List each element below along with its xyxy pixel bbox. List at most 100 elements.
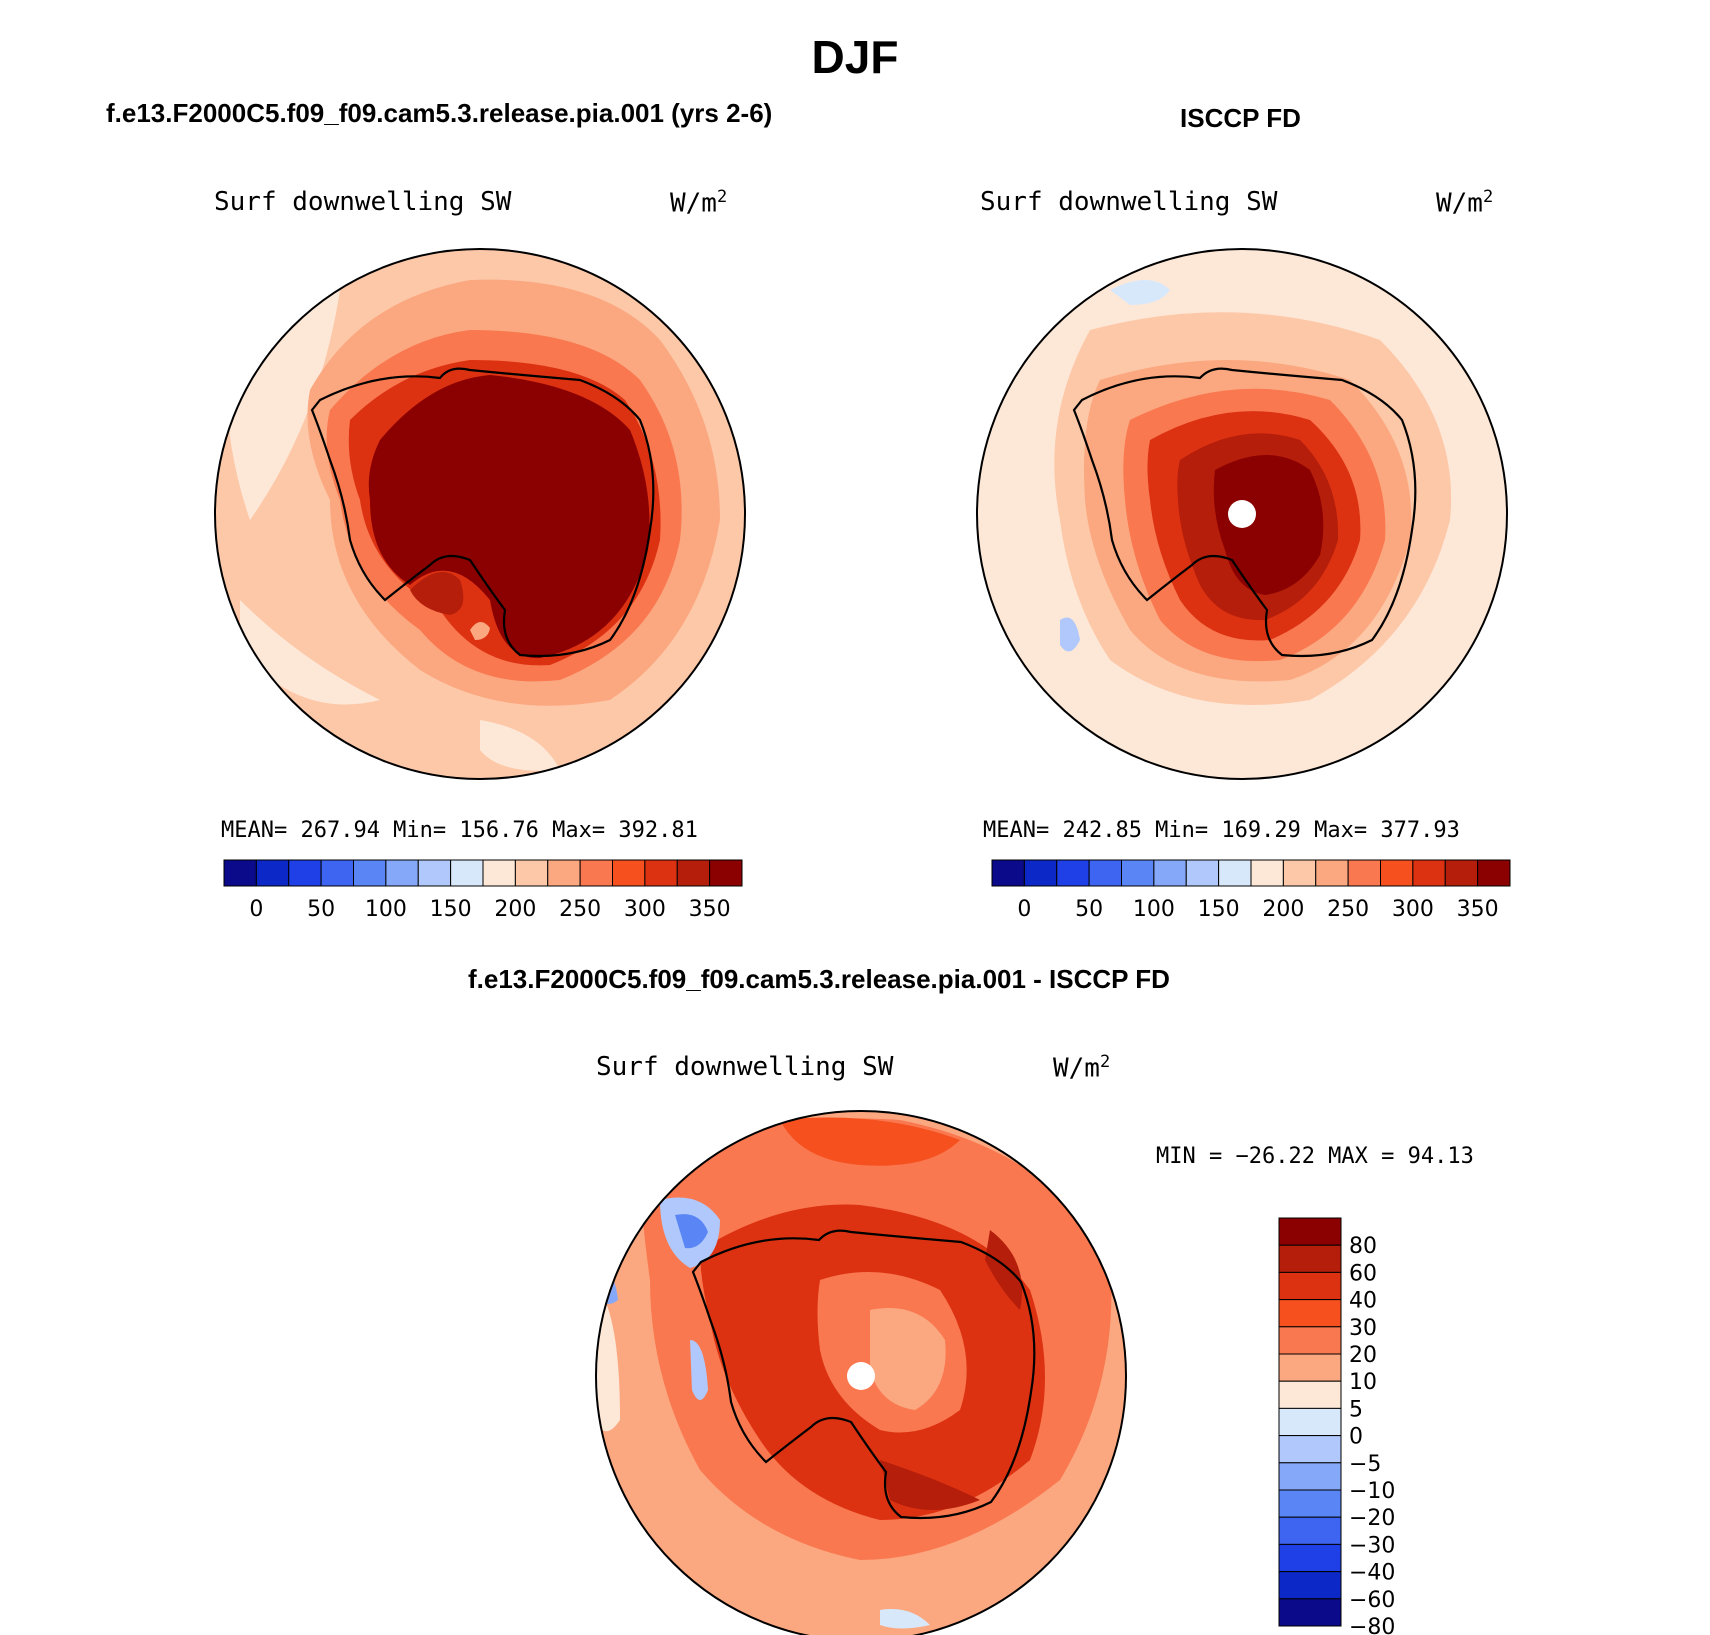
model-colorbar-swatch bbox=[644, 859, 678, 887]
obs-colorbar-swatch bbox=[1315, 859, 1349, 887]
diff-stats: MIN = −26.22 MAX = 94.13 bbox=[1156, 1144, 1474, 1169]
model-colorbar-swatch bbox=[482, 859, 516, 887]
diff-variable-label: Surf downwelling SW bbox=[596, 1052, 894, 1082]
obs-colorbar-swatch bbox=[1477, 859, 1511, 887]
model-colorbar-tick-label: 50 bbox=[307, 897, 335, 922]
obs-map-boundary bbox=[976, 248, 1508, 780]
obs-colorbar-swatch bbox=[1023, 859, 1058, 887]
model-map-boundary bbox=[214, 248, 746, 780]
diff-coastline bbox=[691, 1229, 1036, 1520]
model-colorbar: 0 50 100 150 200 250 300 350 bbox=[223, 859, 743, 922]
model-colorbar-swatch bbox=[547, 859, 581, 887]
obs-colorbar-swatch bbox=[1250, 859, 1284, 887]
model-colorbar-swatch bbox=[450, 859, 484, 887]
model-colorbar-swatch bbox=[612, 859, 646, 887]
diff-colorbar-swatch bbox=[1278, 1543, 1342, 1573]
diff-colorbar-tick-label: 60 bbox=[1349, 1261, 1377, 1286]
obs-colorbar-swatch bbox=[1121, 859, 1155, 887]
obs-colorbar-swatch bbox=[991, 859, 1025, 887]
model-colorbar-tick-label: 200 bbox=[494, 897, 536, 922]
diff-colorbar-tick-label: −30 bbox=[1349, 1533, 1395, 1558]
obs-colorbar-tick-label: 350 bbox=[1457, 897, 1499, 922]
diff-colorbar-swatch bbox=[1278, 1407, 1342, 1437]
diff-colorbar-tick-label: −40 bbox=[1349, 1561, 1395, 1586]
model-units-label: W/m2 bbox=[670, 187, 728, 219]
obs-colorbar-swatch bbox=[1088, 859, 1122, 887]
obs-pole-hole bbox=[1228, 500, 1256, 528]
model-stats: MEAN= 267.94 Min= 156.76 Max= 392.81 bbox=[221, 818, 698, 843]
obs-colorbar-tick-label: 0 bbox=[1017, 897, 1031, 922]
diff-colorbar-tick-label: −80 bbox=[1349, 1615, 1395, 1635]
diff-colorbar-tick-label: 30 bbox=[1349, 1316, 1377, 1341]
diff-colorbar-swatch bbox=[1278, 1435, 1342, 1464]
model-colorbar-tick-label: 0 bbox=[249, 897, 263, 922]
obs-colorbar: 0 50 100 150 200 250 300 350 bbox=[991, 859, 1511, 922]
model-variable-label: Surf downwelling SW bbox=[214, 187, 512, 217]
diff-colorbar-swatch bbox=[1278, 1217, 1342, 1246]
model-map bbox=[215, 249, 745, 779]
model-case-title: f.e13.F2000C5.f09_f09.cam5.3.release.pia… bbox=[106, 98, 773, 128]
diff-pole-hole bbox=[847, 1362, 875, 1390]
diff-colorbar-swatch bbox=[1278, 1380, 1342, 1409]
diff-colorbar-swatch bbox=[1278, 1489, 1342, 1518]
obs-colorbar-tick-label: 100 bbox=[1133, 897, 1175, 922]
obs-colorbar-swatch bbox=[1185, 859, 1220, 887]
obs-colorbar-swatch bbox=[1153, 859, 1187, 887]
model-colorbar-swatch bbox=[579, 859, 613, 887]
obs-colorbar-swatch bbox=[1282, 859, 1317, 887]
diff-colorbar-swatch bbox=[1278, 1299, 1342, 1328]
diff-map-boundary bbox=[595, 1110, 1127, 1635]
diff-colorbar-tick-label: 10 bbox=[1349, 1370, 1377, 1395]
diff-colorbar-swatch bbox=[1278, 1516, 1342, 1545]
obs-coastline bbox=[1072, 367, 1417, 658]
obs-stats: MEAN= 242.85 Min= 169.29 Max= 377.93 bbox=[983, 818, 1460, 843]
diff-units-label: W/m2 bbox=[1053, 1052, 1111, 1084]
diff-colorbar-swatch bbox=[1278, 1326, 1342, 1355]
obs-units-label: W/m2 bbox=[1436, 187, 1494, 219]
model-coastline bbox=[310, 367, 655, 658]
diff-colorbar-swatch bbox=[1278, 1571, 1342, 1600]
diff-colorbar-swatch bbox=[1278, 1598, 1342, 1627]
obs-case-title: ISCCP FD bbox=[1180, 103, 1301, 133]
obs-colorbar-tick-label: 150 bbox=[1198, 897, 1240, 922]
model-colorbar-tick-label: 300 bbox=[624, 897, 666, 922]
obs-colorbar-tick-label: 50 bbox=[1075, 897, 1103, 922]
model-colorbar-tick-label: 250 bbox=[559, 897, 601, 922]
diff-colorbar-tick-label: 40 bbox=[1349, 1289, 1377, 1314]
diff-colorbar-tick-label: −20 bbox=[1349, 1506, 1395, 1531]
obs-variable-label: Surf downwelling SW bbox=[980, 187, 1278, 217]
obs-colorbar-swatch bbox=[1347, 859, 1381, 887]
model-colorbar-swatch bbox=[353, 859, 387, 887]
diff-case-title: f.e13.F2000C5.f09_f09.cam5.3.release.pia… bbox=[468, 964, 1170, 994]
model-colorbar-tick-label: 350 bbox=[689, 897, 731, 922]
obs-colorbar-tick-label: 300 bbox=[1392, 897, 1434, 922]
model-colorbar-tick-label: 100 bbox=[365, 897, 407, 922]
diff-colorbar-tick-label: 20 bbox=[1349, 1343, 1377, 1368]
obs-colorbar-swatch bbox=[1218, 859, 1252, 887]
figure-title: DJF bbox=[811, 31, 899, 83]
obs-colorbar-tick-label: 200 bbox=[1262, 897, 1304, 922]
model-colorbar-swatch bbox=[417, 859, 452, 887]
diff-colorbar-tick-label: −60 bbox=[1349, 1588, 1395, 1613]
diff-colorbar-swatch bbox=[1278, 1353, 1342, 1382]
model-colorbar-swatch bbox=[709, 859, 743, 887]
obs-colorbar-tick-label: 250 bbox=[1327, 897, 1369, 922]
obs-colorbar-swatch bbox=[1444, 859, 1479, 887]
model-colorbar-swatch bbox=[514, 859, 549, 887]
diff-colorbar-tick-label: −5 bbox=[1349, 1452, 1381, 1477]
model-colorbar-tick-label: 150 bbox=[430, 897, 472, 922]
model-colorbar-swatch bbox=[676, 859, 711, 887]
model-colorbar-swatch bbox=[223, 859, 257, 887]
diff-colorbar-tick-label: −10 bbox=[1349, 1479, 1395, 1504]
obs-colorbar-swatch bbox=[1380, 859, 1414, 887]
diff-colorbar-swatch bbox=[1278, 1271, 1342, 1301]
diff-colorbar-swatch bbox=[1278, 1244, 1342, 1273]
diff-colorbar-swatch bbox=[1278, 1462, 1342, 1491]
model-colorbar-swatch bbox=[288, 859, 322, 887]
diff-colorbar-tick-label: 80 bbox=[1349, 1234, 1377, 1259]
obs-colorbar-swatch bbox=[1056, 859, 1090, 887]
diff-colorbar-tick-label: 5 bbox=[1349, 1397, 1363, 1422]
model-colorbar-swatch bbox=[385, 859, 419, 887]
